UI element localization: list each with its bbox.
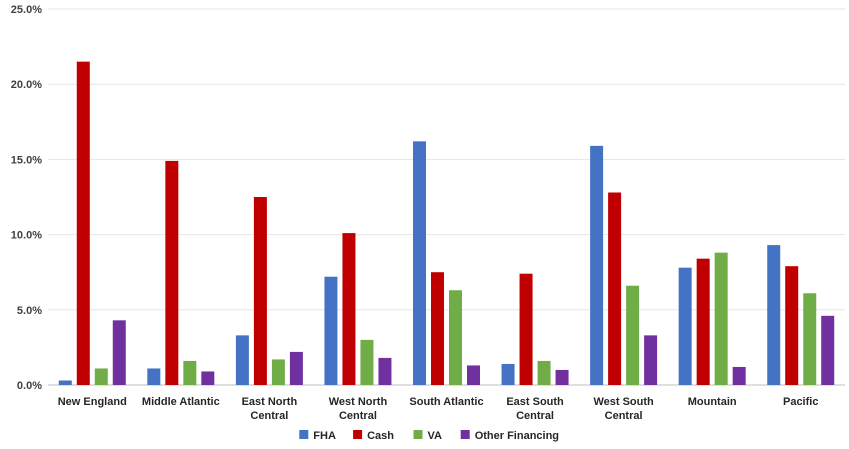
x-tick-label: Middle Atlantic — [142, 396, 220, 408]
bar-other-financing — [378, 357, 392, 385]
bar-fha — [590, 145, 604, 385]
y-tick-label: 20.0% — [11, 79, 42, 91]
bar-cash — [76, 61, 90, 385]
bar-other-financing — [555, 369, 569, 385]
bar-cash — [342, 233, 356, 385]
y-axis: 0.0% 5.0% 10.0% 15.0% 20.0% 25.0% — [11, 4, 42, 392]
gridlines — [48, 8, 845, 386]
x-axis: New England Middle Atlantic East North Cent… — [58, 396, 819, 422]
bar-fha — [501, 363, 515, 385]
bar-cash — [785, 266, 799, 385]
bar-cash — [519, 273, 533, 385]
bar-va — [537, 360, 551, 385]
legend-swatch-va — [413, 430, 423, 439]
bar-other-financing — [644, 335, 658, 385]
legend-swatch-other-financing — [460, 430, 470, 439]
bar-fha — [235, 335, 249, 385]
x-tick-label: East North Central — [242, 396, 298, 422]
bar-cash — [696, 258, 710, 385]
bar-other-financing — [201, 371, 215, 385]
x-tick-label: New England — [58, 396, 127, 408]
bar-fha — [678, 267, 692, 385]
bar-cash — [253, 197, 267, 385]
bar-va — [803, 293, 817, 385]
bar-va — [183, 360, 197, 385]
bar-fha — [413, 141, 426, 385]
x-tick-label: Pacific — [783, 396, 818, 408]
bar-va — [449, 290, 462, 385]
legend-swatch-cash — [353, 430, 363, 439]
y-tick-label: 25.0% — [11, 4, 42, 16]
bar-other-financing — [821, 315, 835, 385]
x-tick-label: Mountain — [688, 396, 737, 408]
bar-va — [626, 285, 640, 385]
y-tick-label: 10.0% — [11, 230, 42, 242]
legend-label: FHA — [313, 430, 336, 442]
legend-label: VA — [428, 430, 443, 442]
bar-other-financing — [732, 366, 746, 385]
x-tick-label: West South Central — [593, 396, 654, 422]
x-tick-label: West North Central — [329, 396, 388, 422]
y-tick-label: 5.0% — [17, 305, 42, 317]
bar-va — [271, 359, 285, 385]
y-tick-label: 15.0% — [11, 154, 42, 166]
bar-series — [58, 61, 835, 385]
bar-cash — [165, 160, 179, 385]
bar-cash — [431, 272, 444, 385]
legend-label: Cash — [367, 430, 394, 442]
bar-va — [714, 252, 728, 385]
bar-va — [360, 339, 374, 385]
bar-va — [94, 368, 108, 385]
bar-fha — [147, 368, 161, 385]
y-tick-label: 0.0% — [17, 380, 42, 392]
bar-fha — [324, 276, 338, 385]
x-tick-label: South Atlantic — [409, 396, 483, 408]
legend-label: Other Financing — [475, 430, 559, 442]
bar-fha — [767, 245, 781, 385]
bar-cash — [608, 192, 622, 385]
bar-other-financing — [467, 365, 480, 385]
bar-other-financing — [112, 320, 126, 385]
legend: FHA Cash VA Other Financing — [299, 430, 559, 442]
bar-other-financing — [289, 351, 303, 385]
x-tick-label: East South Central — [506, 396, 564, 422]
bar-fha — [58, 380, 72, 385]
legend-swatch-fha — [299, 430, 309, 439]
